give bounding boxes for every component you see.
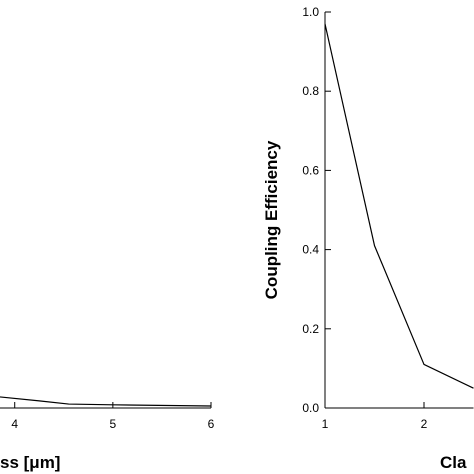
x-axis-label: ss [μm] xyxy=(0,453,60,472)
x-tick-label: 4 xyxy=(11,417,18,431)
y-axis-label: Coupling Efficiency xyxy=(262,140,281,299)
x-tick-label: 6 xyxy=(208,417,215,431)
y-tick-label: 0.0 xyxy=(302,401,319,415)
y-tick-label: 0.6 xyxy=(302,163,319,177)
y-tick-label: 0.4 xyxy=(302,243,319,257)
y-tick-label: 0.8 xyxy=(302,84,319,98)
y-tick-label: 1.0 xyxy=(302,5,319,19)
data-line xyxy=(324,23,474,389)
x-axis-label: Cla xyxy=(440,453,467,472)
y-tick-label: 0.2 xyxy=(302,322,319,336)
x-tick-label: 2 xyxy=(421,417,428,431)
data-line xyxy=(0,396,212,407)
x-tick-label: 1 xyxy=(322,417,329,431)
x-tick-label: 5 xyxy=(110,417,117,431)
